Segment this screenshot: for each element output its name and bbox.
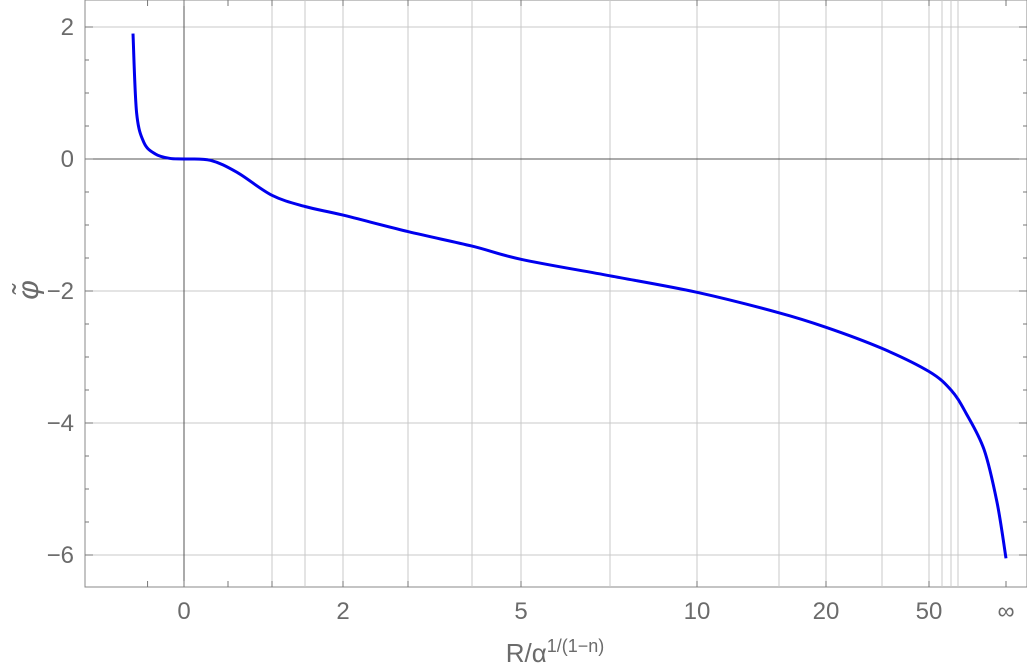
horizontal-gridlines bbox=[85, 26, 1027, 556]
x-tick-label: 5 bbox=[514, 598, 527, 625]
y-tick-label: −4 bbox=[47, 410, 74, 437]
y-axis-title: φ̃ bbox=[12, 280, 45, 300]
x-minor-ticks bbox=[147, 0, 1007, 587]
y-tick-labels: 2 0 −2 −4 −6 bbox=[47, 14, 74, 569]
series-line bbox=[131, 33, 1008, 559]
x-tick-label: 20 bbox=[813, 598, 840, 625]
y-tick-label: −6 bbox=[47, 542, 74, 569]
x-tick-label: 0 bbox=[177, 598, 190, 625]
plot-frame bbox=[84, 0, 1027, 588]
y-minor-ticks bbox=[85, 26, 1027, 556]
y-tick-label: 2 bbox=[61, 14, 74, 41]
x-axis-title: R/α1/(1−n) bbox=[506, 636, 605, 668]
x-tick-label: 2 bbox=[336, 598, 349, 625]
y-tick-label: −2 bbox=[47, 278, 74, 305]
x-tick-label: 50 bbox=[916, 598, 943, 625]
vertical-gridlines bbox=[271, 0, 959, 587]
y-tick-label: 0 bbox=[61, 146, 74, 173]
x-tick-label: 10 bbox=[684, 598, 711, 625]
x-tick-labels: 0 2 5 10 20 50 ∞ bbox=[177, 598, 1014, 625]
x-tick-label: ∞ bbox=[997, 598, 1014, 625]
